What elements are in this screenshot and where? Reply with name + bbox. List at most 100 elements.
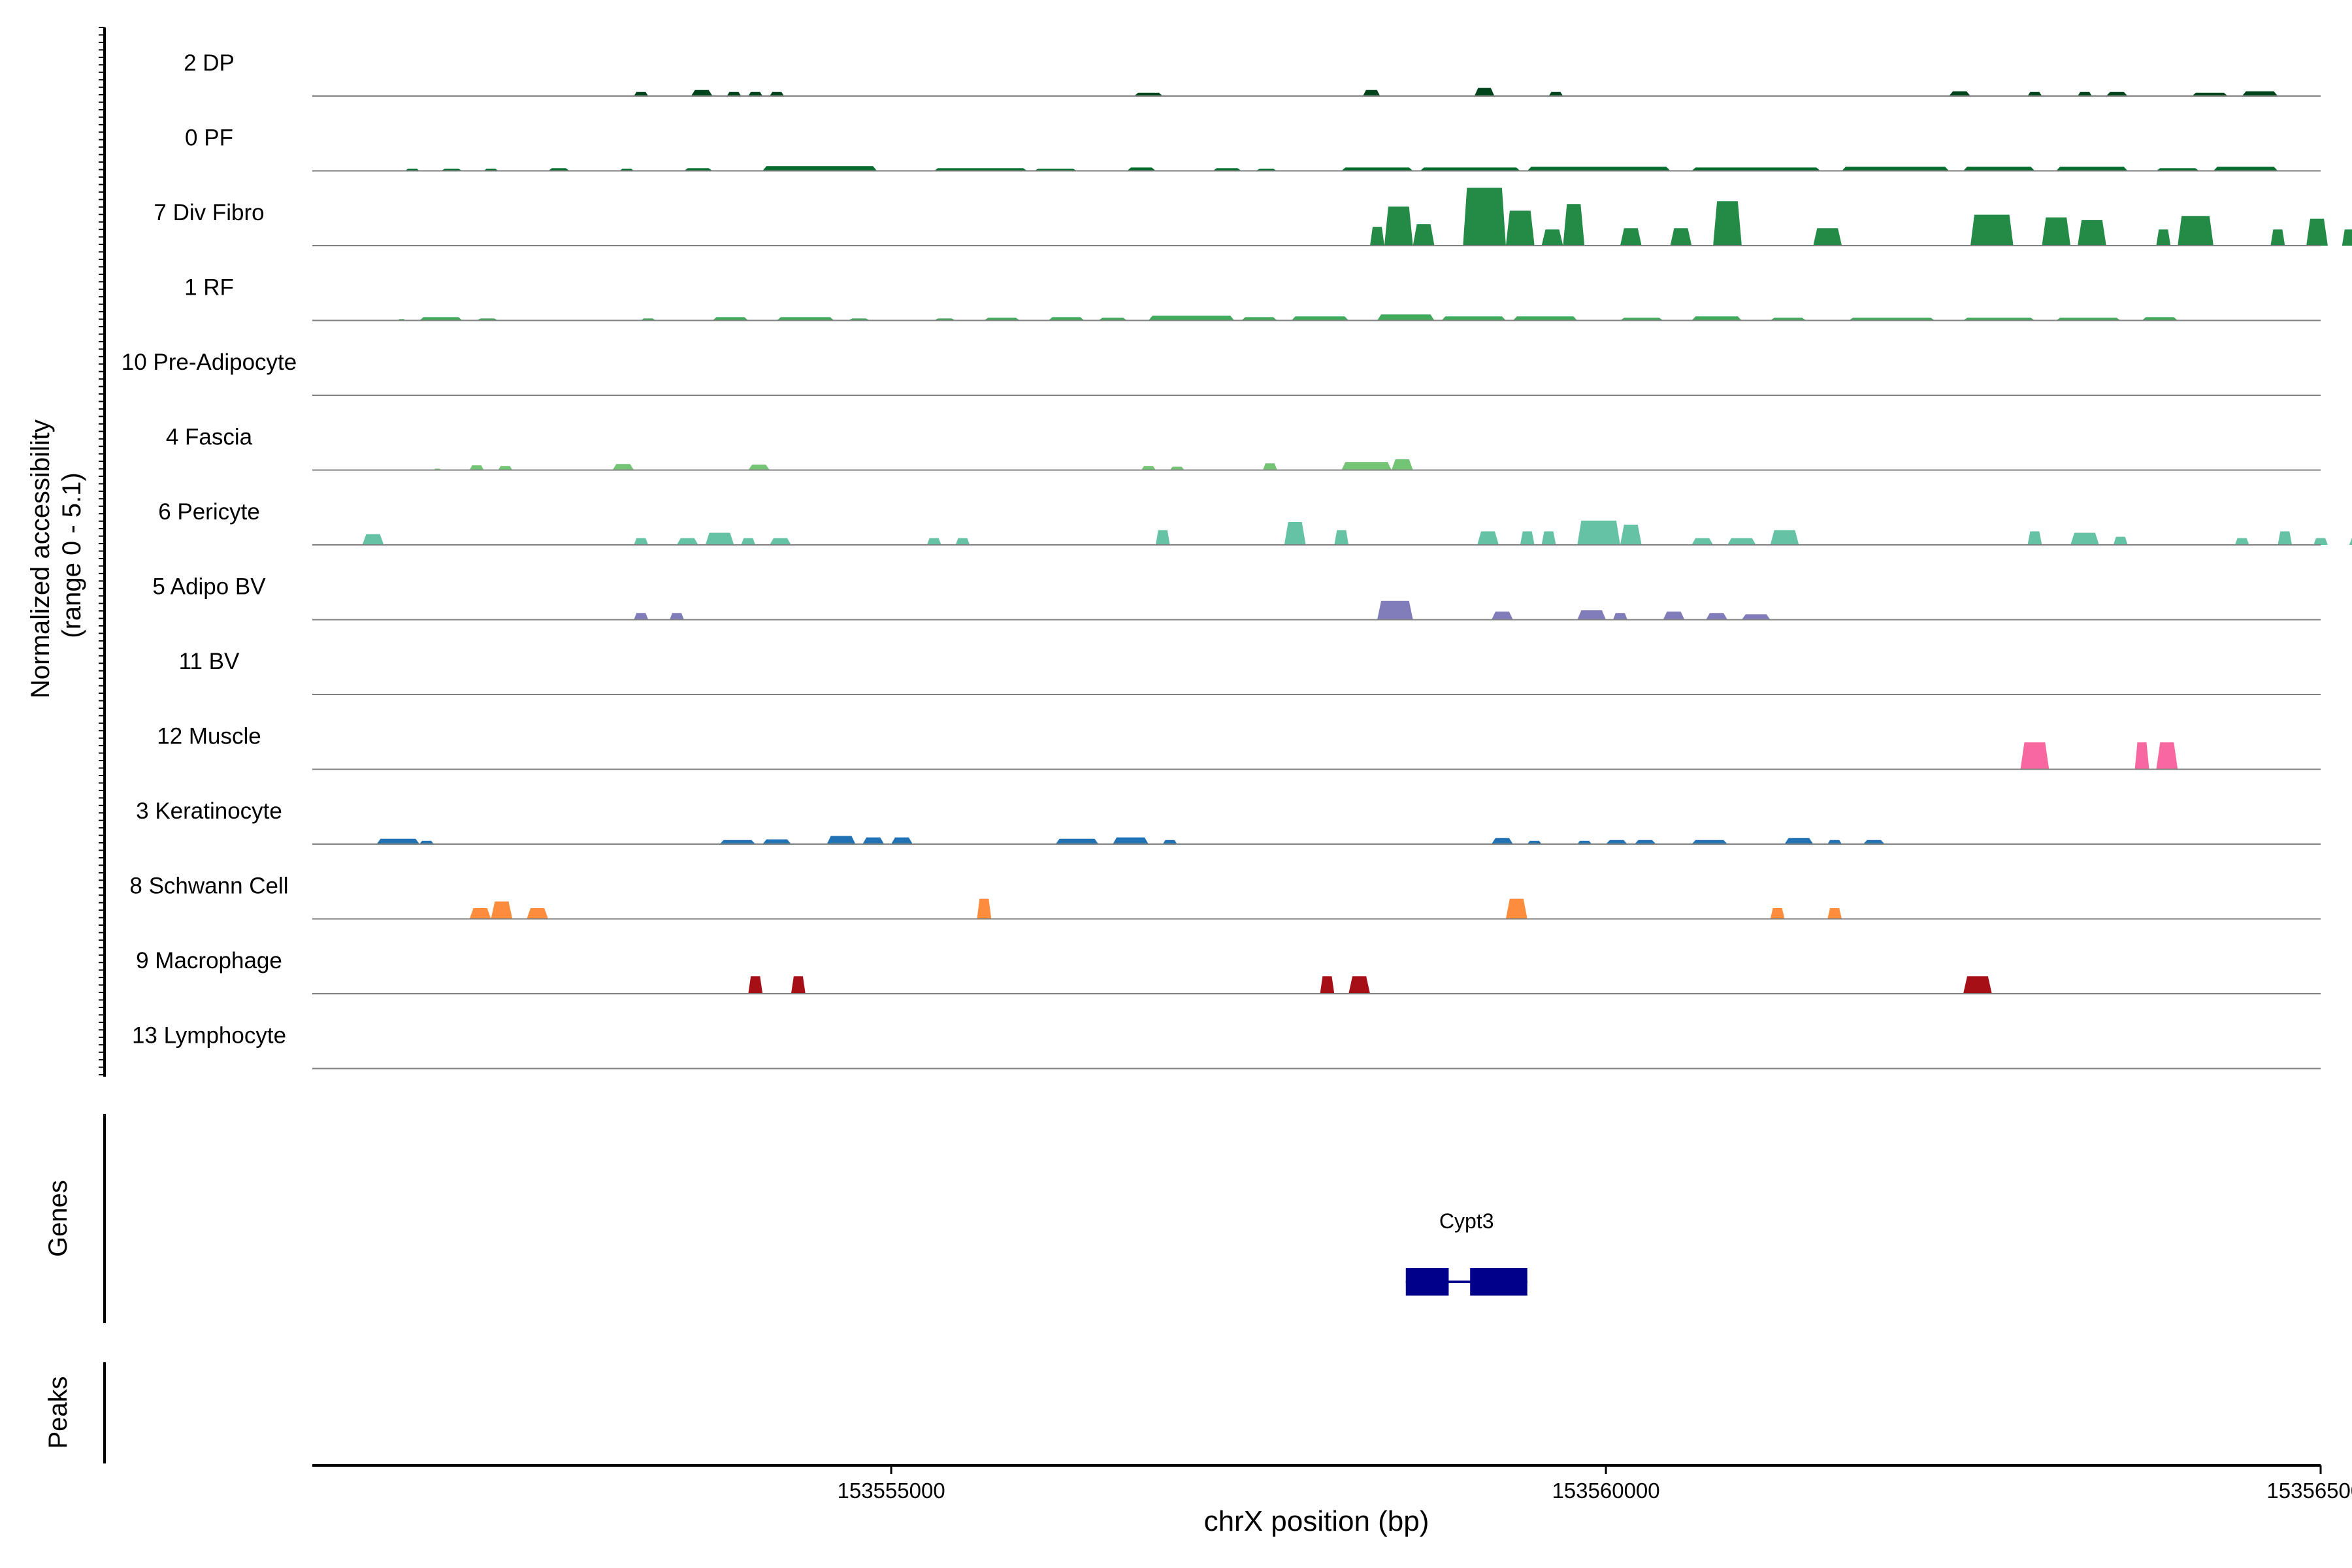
coverage-peak xyxy=(1577,840,1592,844)
track-label: 5 Adipo BV xyxy=(152,574,266,600)
coverage-peak xyxy=(762,166,877,171)
coverage-peak xyxy=(1770,318,1806,321)
track-label: 0 PF xyxy=(185,125,233,151)
gene-exon xyxy=(1470,1268,1527,1296)
coverage-peak xyxy=(748,465,770,470)
coverage-peak xyxy=(1741,614,1771,620)
coverage-peak xyxy=(1492,612,1513,620)
coverage-peak xyxy=(2213,167,2278,171)
y-axis-label-line-1: Normalized accessibility xyxy=(26,419,55,698)
coverage-peak xyxy=(1727,538,1756,545)
coverage-peak xyxy=(1505,898,1527,919)
coverage-peak xyxy=(1413,224,1435,246)
coverage-peak xyxy=(1691,167,1821,171)
coverage-peak xyxy=(1127,167,1156,171)
coverage-peak xyxy=(2078,220,2106,246)
coverage-peak xyxy=(2042,217,2071,246)
track-label: 10 Pre-Adipocyte xyxy=(122,350,297,375)
coverage-peak xyxy=(762,839,791,844)
coverage-peak xyxy=(1155,530,1170,545)
track-label: 2 DP xyxy=(184,50,235,76)
coverage-peak xyxy=(1348,976,1370,994)
coverage-peak xyxy=(1963,167,2035,171)
coverage-peak xyxy=(527,908,548,919)
coverage-peak xyxy=(1577,610,1606,620)
track-label: 9 Macrophage xyxy=(136,948,282,973)
gene-label: Cypt3 xyxy=(1439,1209,1494,1233)
track-label: 3 Keratinocyte xyxy=(136,798,282,824)
coverage-peak xyxy=(1949,91,1970,96)
coverage-peak xyxy=(770,91,784,96)
coverage-peak xyxy=(1055,838,1099,844)
coverage-peak xyxy=(2056,318,2121,321)
track: 11 BV xyxy=(179,649,2321,695)
x-axis-tick-label: 153560000 xyxy=(1552,1478,1659,1503)
coverage-peak xyxy=(1963,318,2035,321)
coverage-peak xyxy=(1477,531,1499,545)
coverage-peak xyxy=(1691,538,1714,545)
coverage-peak xyxy=(1842,167,1950,171)
track-label: 4 Fascia xyxy=(166,425,253,450)
coverage-peak xyxy=(1770,530,1799,545)
gene-exon xyxy=(1405,1268,1449,1296)
coverage-peak xyxy=(727,91,742,96)
x-axis-tick-label: 153565000 xyxy=(2266,1478,2352,1503)
coverage-peak xyxy=(1370,227,1384,246)
coverage-peak xyxy=(1213,168,1242,171)
coverage-peak xyxy=(1320,976,1335,994)
y-axis-label-line-2: (range 0 - 5.1) xyxy=(57,472,86,638)
coverage-peak xyxy=(1341,167,1413,171)
coverage-peak xyxy=(1663,612,1685,620)
coverage-peak xyxy=(2156,742,2178,770)
coverage-peak xyxy=(376,838,420,844)
coverage-peak xyxy=(891,837,913,844)
coverage-peak xyxy=(862,837,885,844)
coverage-peak xyxy=(419,317,463,321)
track: 9 Macrophage xyxy=(136,948,2321,994)
coverage-peak xyxy=(2056,167,2128,171)
coverage-peak xyxy=(1162,840,1177,844)
track: 0 PF xyxy=(185,125,2321,172)
coverage-peak xyxy=(2349,538,2352,545)
coverage-peak xyxy=(491,901,513,919)
coverage-peak xyxy=(2278,531,2293,545)
coverage-peak xyxy=(1670,228,1692,246)
track-label: 11 BV xyxy=(179,649,240,674)
track: 6 Pericyte xyxy=(158,499,2352,546)
track: 13 Lymphocyte xyxy=(132,1023,2321,1070)
coverage-peak xyxy=(612,464,634,470)
coverage-peak xyxy=(2078,91,2092,96)
coverage-peak xyxy=(1863,840,1885,844)
coverage-peak xyxy=(548,168,570,171)
coverage-peak xyxy=(748,976,763,994)
track: 8 Schwann Cell xyxy=(129,874,2321,920)
track: 5 Adipo BV xyxy=(152,574,2321,621)
coverage-peak xyxy=(2270,229,2285,246)
coverage-peak xyxy=(1634,840,1656,844)
coverage-y-axis xyxy=(99,27,106,1077)
coverage-peak xyxy=(1169,466,1184,470)
track: 7 Div Fibro xyxy=(154,188,2352,246)
track: 2 DP xyxy=(184,50,2321,97)
coverage-peak xyxy=(2156,229,2171,246)
coverage-peak xyxy=(634,613,649,620)
coverage-peak xyxy=(984,318,1020,321)
x-axis: 153555000 153560000 153565000 xyxy=(312,1464,2352,1503)
coverage-peak xyxy=(1527,167,1671,171)
coverage-peak xyxy=(634,538,649,545)
coverage-peak xyxy=(777,317,834,321)
coverage-peak xyxy=(1291,316,1349,321)
coverage-peak xyxy=(1613,613,1627,620)
coverage-peak xyxy=(1849,318,1935,321)
coverage-peak xyxy=(934,168,1027,171)
coverage-peak xyxy=(1148,316,1235,321)
track-label: 1 RF xyxy=(184,275,234,301)
coverage-peak xyxy=(1113,837,1149,844)
coverage-peak xyxy=(2113,536,2128,545)
coverage-peak xyxy=(1713,201,1742,246)
coverage-peak xyxy=(2234,538,2249,545)
coverage-peak xyxy=(2070,532,2099,545)
coverage-peak xyxy=(634,91,649,96)
coverage-peak xyxy=(791,976,806,994)
